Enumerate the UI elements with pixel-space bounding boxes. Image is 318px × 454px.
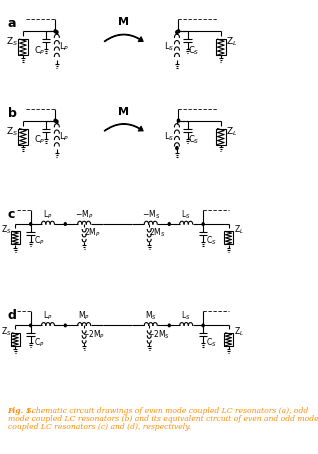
Circle shape [54, 30, 56, 33]
Text: b: b [8, 107, 17, 120]
Text: M: M [118, 17, 129, 27]
Bar [10, 333, 20, 346]
Bar [216, 128, 226, 144]
Circle shape [168, 324, 170, 327]
FancyArrowPatch shape [104, 123, 143, 131]
Text: M$_P$: M$_P$ [78, 310, 90, 322]
Text: M: M [118, 107, 129, 117]
Circle shape [54, 119, 56, 122]
Text: C$_S$: C$_S$ [206, 235, 217, 247]
Text: $-$M$_P$: $-$M$_P$ [75, 208, 93, 221]
Circle shape [56, 31, 58, 34]
Text: $-$M$_S$: $-$M$_S$ [142, 208, 160, 221]
Text: d: d [8, 310, 17, 322]
Text: $-$2M$_S$: $-$2M$_S$ [147, 328, 170, 341]
Circle shape [64, 223, 66, 225]
Circle shape [64, 324, 66, 327]
Text: C$_P$: C$_P$ [34, 235, 45, 247]
Text: Z$_S$: Z$_S$ [6, 36, 18, 49]
Circle shape [202, 223, 204, 225]
Circle shape [30, 324, 32, 327]
Text: L$_S$: L$_S$ [181, 310, 191, 322]
FancyArrowPatch shape [104, 34, 143, 42]
Bar [10, 232, 20, 244]
Circle shape [176, 31, 178, 34]
Text: L$_P$: L$_P$ [59, 41, 70, 54]
Circle shape [176, 147, 178, 149]
Text: C$_P$: C$_P$ [34, 336, 45, 349]
Text: 2M$_P$: 2M$_P$ [84, 227, 101, 239]
Text: L$_S$: L$_S$ [181, 208, 191, 221]
Text: mode coupled LC resonators (b) and its equivalent circuit of even and odd mode: mode coupled LC resonators (b) and its e… [8, 415, 318, 423]
Text: c: c [8, 208, 15, 221]
Text: L$_P$: L$_P$ [43, 310, 53, 322]
Bar [18, 128, 28, 144]
Text: C$_S$: C$_S$ [188, 133, 200, 146]
Bar [224, 232, 233, 244]
Circle shape [177, 30, 180, 33]
Text: C$_S$: C$_S$ [206, 336, 217, 349]
Circle shape [177, 119, 180, 122]
Bar [216, 39, 226, 55]
Text: L$_P$: L$_P$ [43, 208, 53, 221]
Text: Z$_L$: Z$_L$ [233, 326, 244, 338]
Text: Z$_L$: Z$_L$ [226, 125, 237, 138]
Text: L$_S$: L$_S$ [164, 41, 174, 54]
Text: coupled LC resonators (c) and (d), respectively.: coupled LC resonators (c) and (d), respe… [8, 423, 190, 431]
Circle shape [30, 223, 32, 225]
Bar [224, 333, 233, 346]
Text: M$_S$: M$_S$ [145, 310, 157, 322]
Text: Z$_L$: Z$_L$ [233, 224, 244, 237]
Circle shape [202, 324, 204, 327]
Text: Z$_S$: Z$_S$ [2, 224, 12, 237]
Text: Z$_S$: Z$_S$ [2, 326, 12, 338]
Text: L$_S$: L$_S$ [164, 130, 174, 143]
Text: Z$_S$: Z$_S$ [6, 125, 18, 138]
Text: C$_P$: C$_P$ [34, 44, 45, 57]
Circle shape [56, 120, 58, 123]
Text: $-$2M$_P$: $-$2M$_P$ [82, 328, 105, 341]
Text: L$_P$: L$_P$ [59, 130, 70, 143]
Text: C$_S$: C$_S$ [188, 44, 200, 57]
Text: Z$_L$: Z$_L$ [226, 36, 237, 49]
Text: Fig. 1.: Fig. 1. [8, 407, 34, 415]
Bar [18, 39, 28, 55]
Text: Schematic circuit drawings of even mode coupled LC resonators (a), odd: Schematic circuit drawings of even mode … [24, 407, 308, 415]
Text: a: a [8, 17, 16, 30]
Text: C$_P$: C$_P$ [34, 133, 45, 146]
Text: 2M$_S$: 2M$_S$ [149, 227, 166, 239]
Circle shape [168, 223, 170, 225]
